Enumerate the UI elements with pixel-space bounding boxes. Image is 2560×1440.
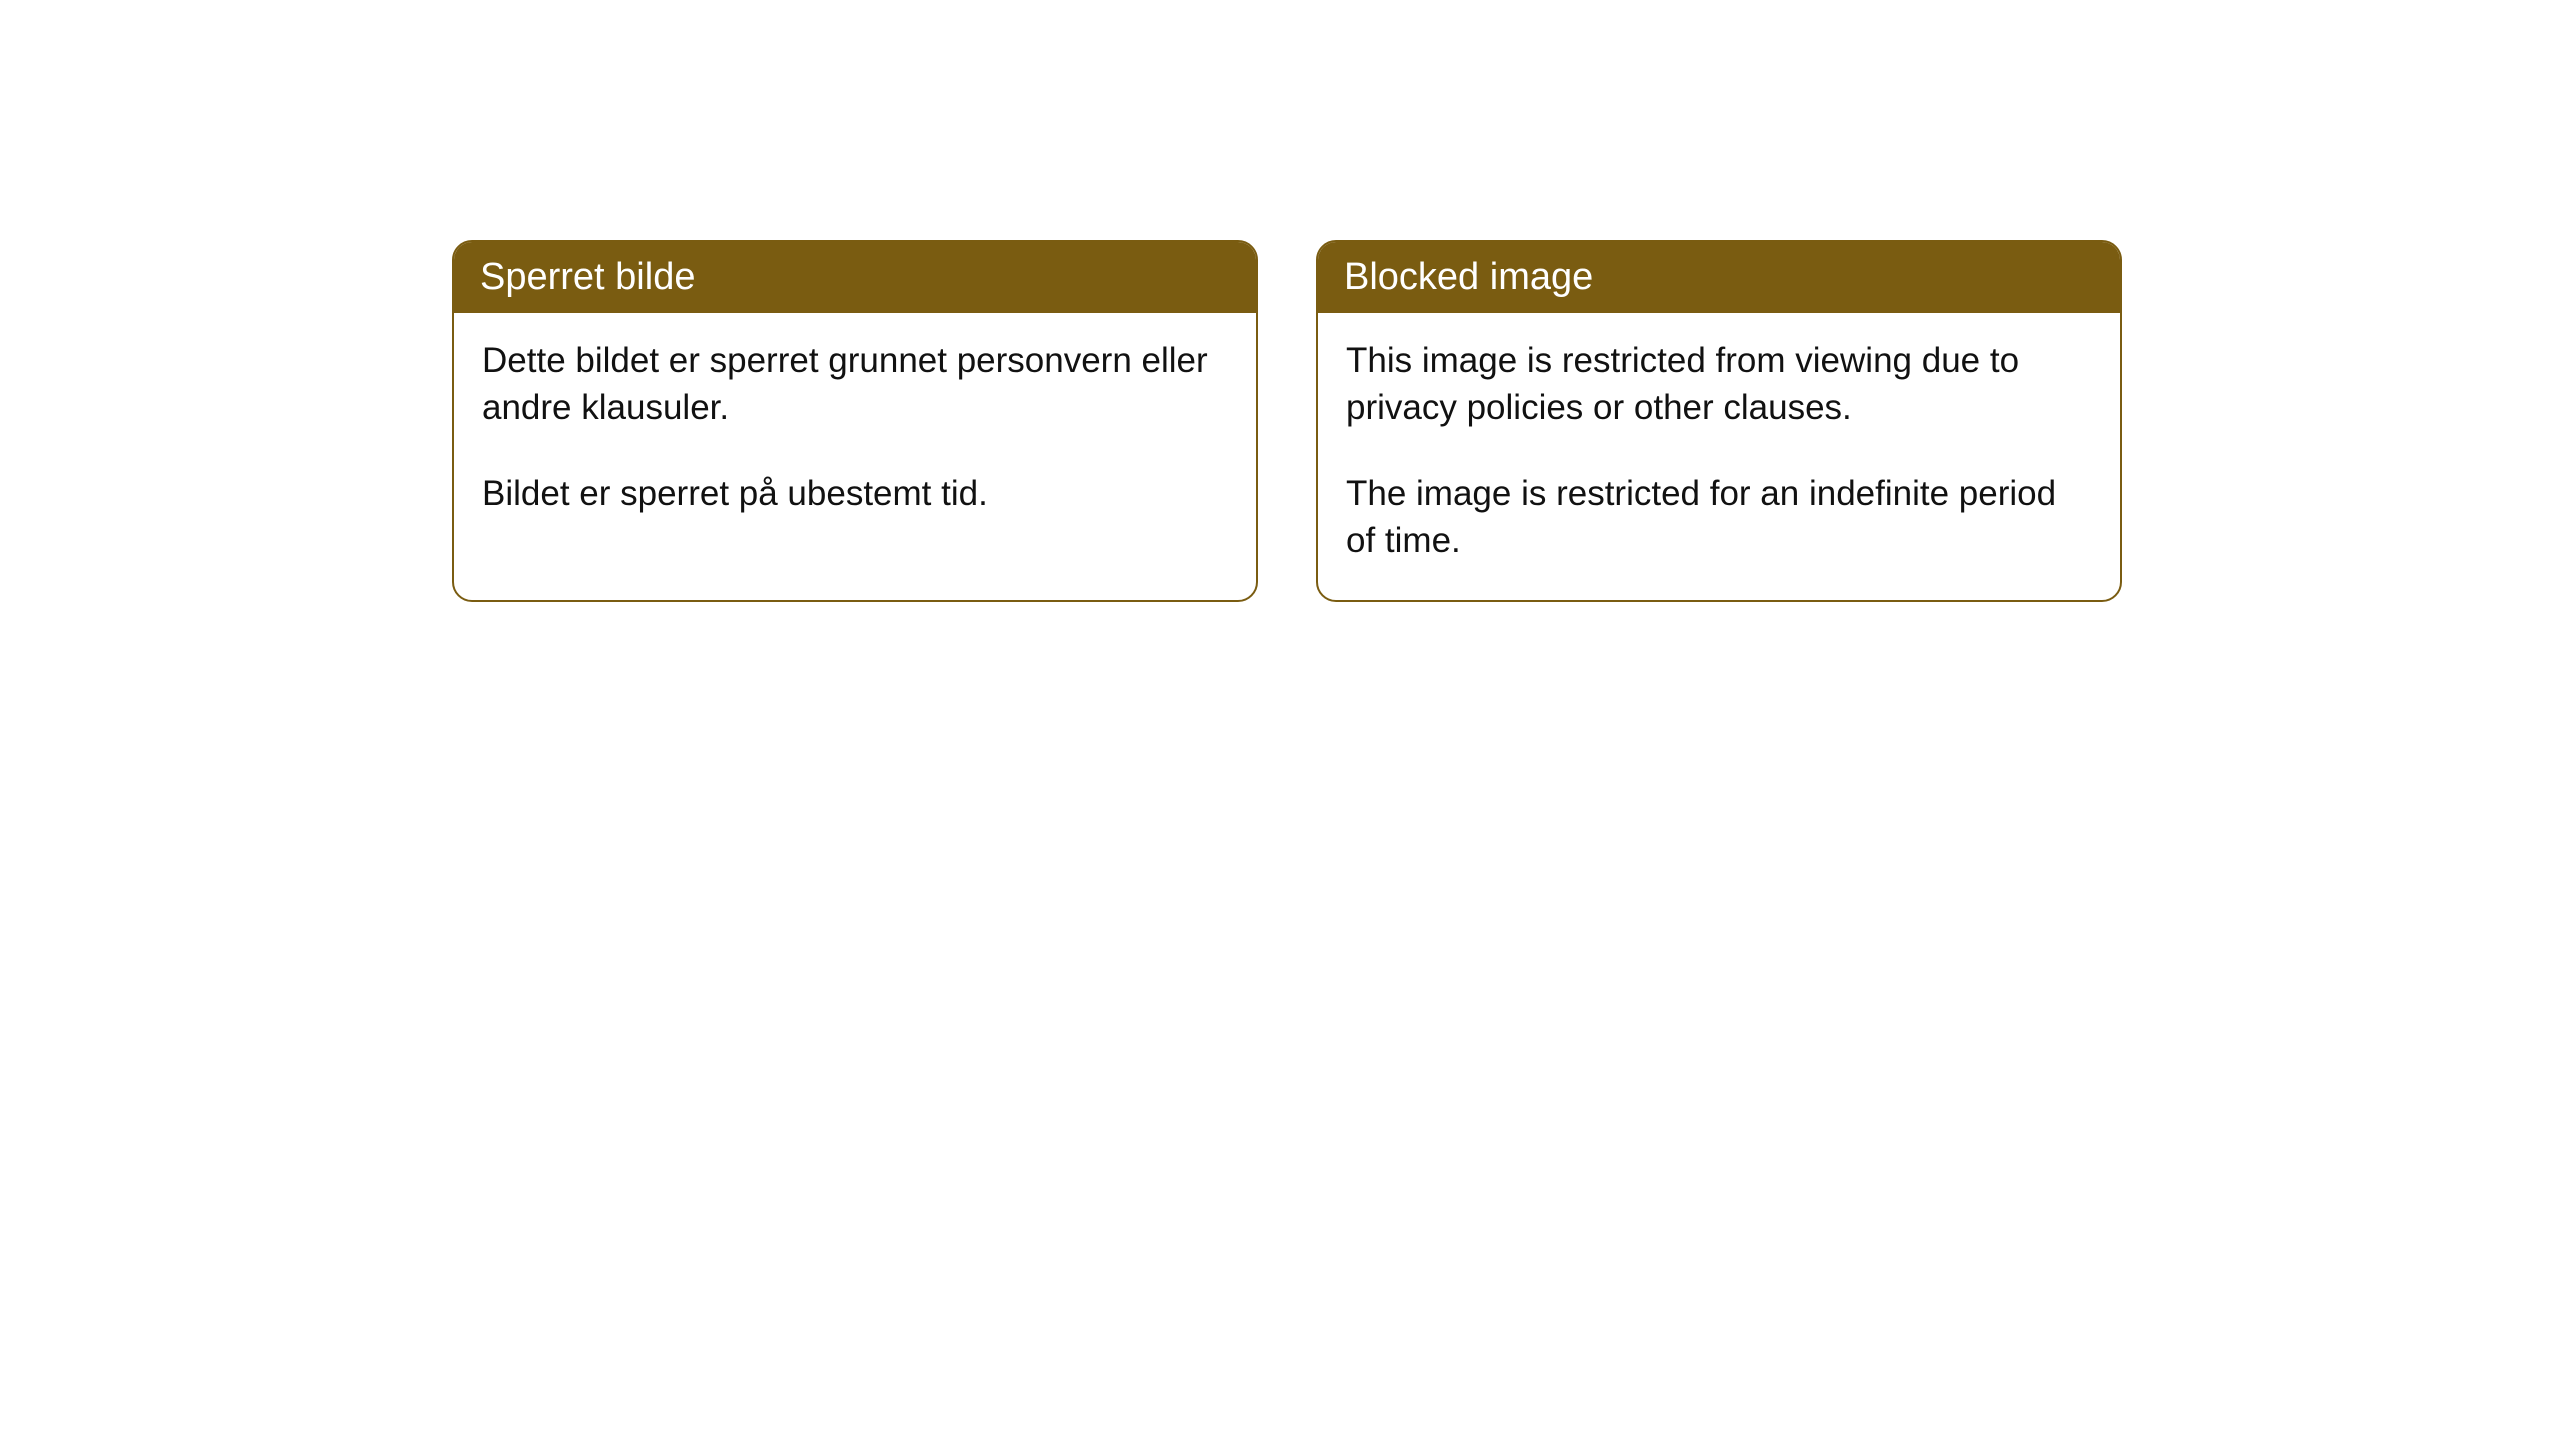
card-body: Dette bildet er sperret grunnet personve…: [454, 313, 1256, 553]
card-header: Sperret bilde: [454, 242, 1256, 313]
notice-card-norwegian: Sperret bilde Dette bildet er sperret gr…: [452, 240, 1258, 602]
card-text-line-1: Dette bildet er sperret grunnet personve…: [482, 337, 1228, 432]
card-text-line-2: The image is restricted for an indefinit…: [1346, 470, 2092, 565]
card-header: Blocked image: [1318, 242, 2120, 313]
card-body: This image is restricted from viewing du…: [1318, 313, 2120, 600]
notice-card-english: Blocked image This image is restricted f…: [1316, 240, 2122, 602]
notice-cards-container: Sperret bilde Dette bildet er sperret gr…: [0, 0, 2560, 602]
card-text-line-1: This image is restricted from viewing du…: [1346, 337, 2092, 432]
card-text-line-2: Bildet er sperret på ubestemt tid.: [482, 470, 1228, 517]
